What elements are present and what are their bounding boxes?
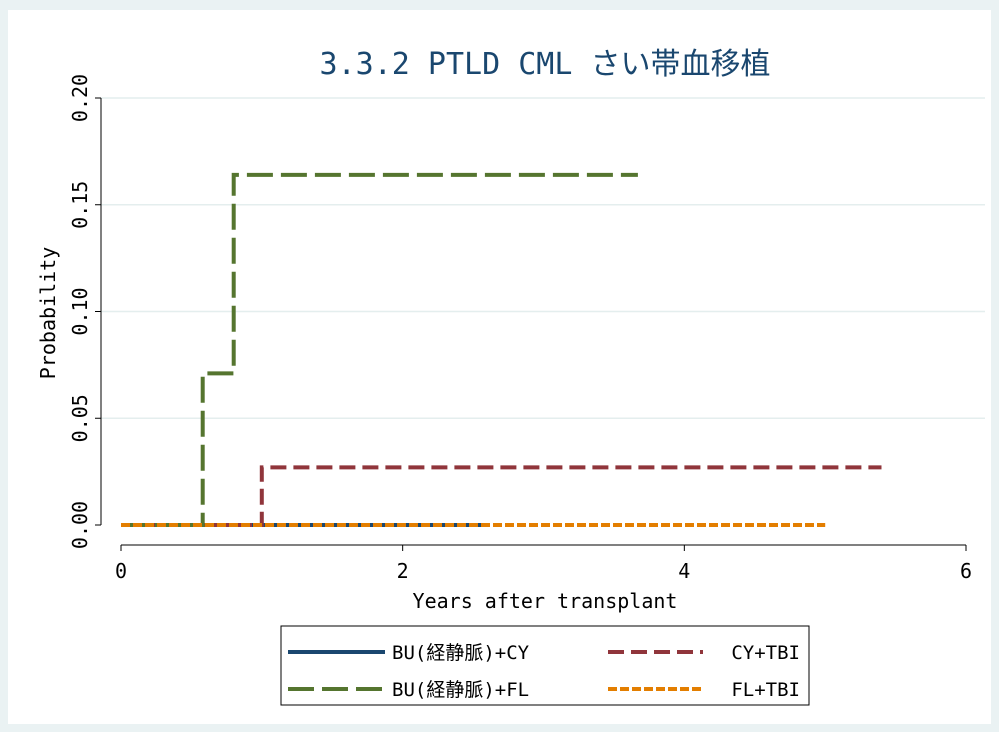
y-tick-label: 0.10 xyxy=(68,287,92,335)
legend-label-0: BU(経静脈)+CY xyxy=(392,642,530,664)
legend-label-3: FL+TBI xyxy=(731,679,800,701)
series-line-1 xyxy=(121,465,882,527)
gridlines xyxy=(101,97,985,419)
legend-box xyxy=(280,625,810,706)
axes: 0.00 0.05 0.10 0.15 0.20 0 2 4 6 xyxy=(68,74,972,583)
x-axis-label: Years after transplant xyxy=(413,589,678,613)
legend-label-1: CY+TBI xyxy=(731,642,800,664)
chart-panel xyxy=(8,10,991,724)
y-tick-label: 0.20 xyxy=(68,74,92,122)
chart-title: 3.3.2 PTLD CML さい帯血移植 xyxy=(320,47,771,82)
y-tick-label: 0.05 xyxy=(68,394,92,442)
y-tick-label: 0.15 xyxy=(68,181,92,229)
legend: BU(経静脈)+CY CY+TBI BU(経静脈)+FL FL+TBI xyxy=(280,625,810,706)
series-line-2 xyxy=(121,172,638,527)
x-tick-label: 0 xyxy=(115,559,127,583)
y-tick-label: 0.00 xyxy=(68,501,92,549)
legend-label-2: BU(経静脈)+FL xyxy=(392,679,529,701)
x-tick-label: 2 xyxy=(397,559,409,583)
x-tick-label: 4 xyxy=(678,559,690,583)
x-tick-label: 6 xyxy=(960,559,972,583)
series-layer xyxy=(121,172,882,527)
y-axis-label: Probability xyxy=(36,247,60,379)
